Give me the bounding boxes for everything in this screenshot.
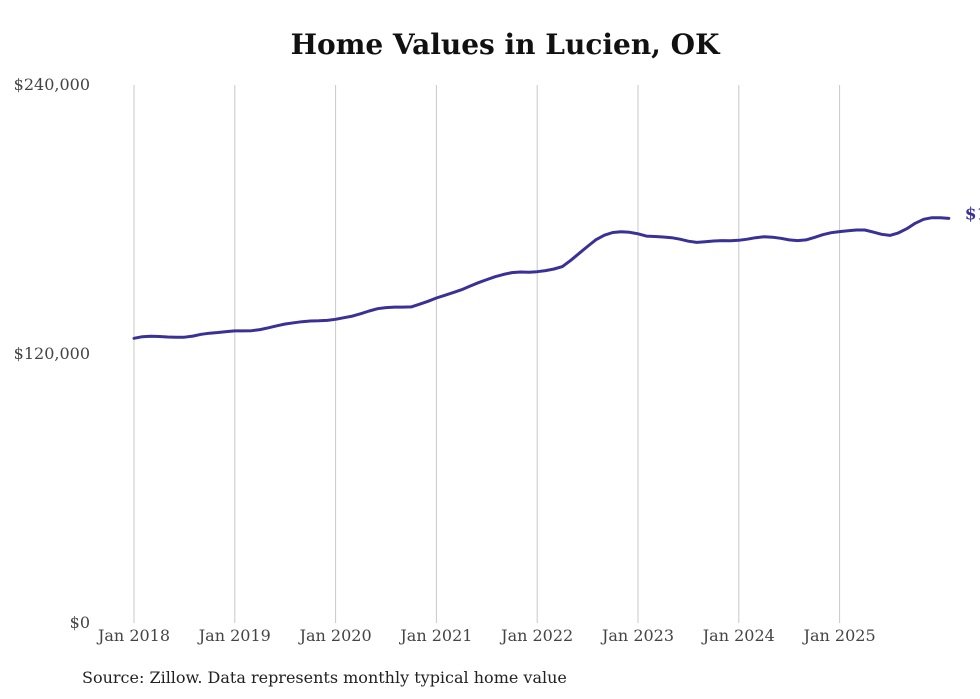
x-tick-label: Jan 2018 <box>96 626 170 645</box>
x-tick-label: Jan 2021 <box>398 626 472 645</box>
x-tick-label: Jan 2024 <box>701 626 775 645</box>
y-tick-label: $240,000 <box>14 75 90 94</box>
x-tick-label: Jan 2023 <box>600 626 674 645</box>
gridlines <box>133 85 841 623</box>
x-axis: Jan 2018 Jan 2019 Jan 2020 Jan 2021 Jan 2022… <box>96 626 876 645</box>
x-tick-label: Jan 2022 <box>499 626 573 645</box>
x-tick-label: Jan 2020 <box>298 626 372 645</box>
x-tick-label: Jan 2019 <box>197 626 271 645</box>
series-line <box>132 216 951 340</box>
line-chart: $0$120,000$240,000 Jan 2018 Jan 2019 Jan 2… <box>14 75 980 645</box>
chart-title: Home Values in Lucien, OK <box>290 28 720 61</box>
x-tick-label: Jan 2025 <box>802 626 876 645</box>
y-tick-label: $120,000 <box>14 344 90 363</box>
end-value-label: $188,498 <box>965 204 980 224</box>
source-note: Source: Zillow. Data represents monthly … <box>82 668 567 687</box>
y-tick-label: $0 <box>70 613 90 632</box>
y-axis: $0 $120,000 $240,000 <box>14 75 90 632</box>
